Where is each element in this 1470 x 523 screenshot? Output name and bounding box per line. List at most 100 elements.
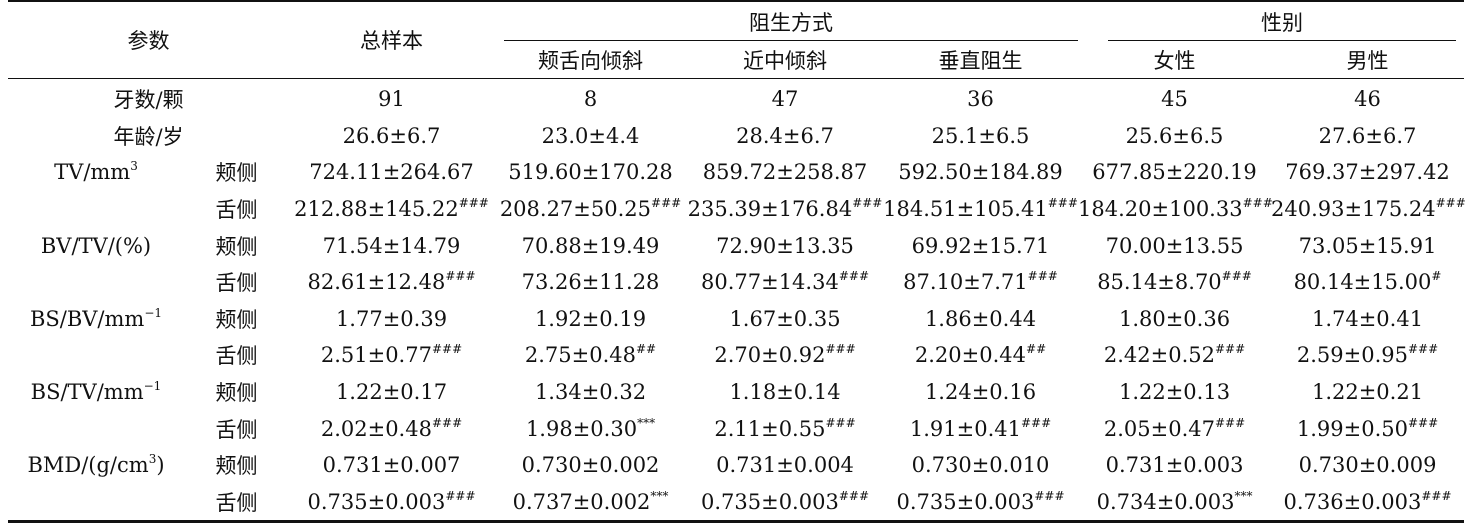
table-cell: 87.10±7.71### (883, 264, 1078, 301)
cell-value: 0.731±0.003 (1105, 453, 1244, 478)
table-cell: 1.22±0.13 (1078, 374, 1271, 411)
table-cell: 2.20±0.44## (883, 337, 1078, 374)
table-row: BV/TV/(%) 颊侧 71.54±14.79 70.88±19.49 72.90±1… (8, 227, 1464, 264)
cell-value: 2.59±0.95 (1296, 343, 1408, 368)
table-cell: 1.99±0.50### (1271, 410, 1464, 447)
table-cell: 0.731±0.007 (289, 447, 494, 484)
cell-value: 27.6±6.7 (1318, 123, 1417, 148)
table-row: BS/TV/mm−1 颊侧 1.22±0.17 1.34±0.32 1.18±0.14 1… (8, 374, 1464, 411)
side-label: 颊侧 (215, 454, 258, 479)
table-cell: 80.77±14.34### (687, 264, 883, 301)
cell-value: 0.731±0.004 (716, 453, 854, 478)
significance-mark: ### (852, 196, 883, 211)
cell-value: 2.75±0.48 (524, 343, 636, 368)
table-cell: 28.4±6.7 (687, 118, 883, 155)
cell-value: 2.51±0.77 (320, 343, 432, 368)
cell-value: 73.05±15.91 (1298, 233, 1437, 258)
table-cell: 70.00±13.55 (1078, 227, 1271, 264)
significance-mark: ### (1034, 488, 1065, 503)
header-subcol: 女性 (1078, 42, 1272, 79)
header-param: 参数 (8, 0, 289, 79)
cell-value: 1.22±0.13 (1118, 380, 1231, 405)
metric-label: BMD/(g/cm (27, 453, 149, 478)
table-cell: 0.735±0.003### (289, 483, 494, 523)
table-cell: 1.80±0.36 (1078, 301, 1271, 338)
metric-name: BMD/(g/cm3) (8, 447, 184, 484)
cell-value: 1.34±0.32 (534, 380, 647, 405)
side-label: 舌侧 (215, 417, 258, 442)
cell-value: 80.14±15.00 (1293, 270, 1432, 295)
significance-mark: ### (431, 415, 463, 430)
table-cell: 70.88±19.49 (494, 227, 687, 264)
cell-value: 71.54±14.79 (322, 233, 461, 258)
header-subcol: 近中倾斜 (687, 42, 883, 79)
metric-unit-exponent: −1 (143, 379, 162, 394)
cell-value: 1.86±0.44 (924, 306, 1037, 331)
table-row: BS/BV/mm−1 颊侧 1.77±0.39 1.92±0.19 1.67±0.35 1… (8, 301, 1464, 338)
header-subcol: 颊舌向倾斜 (494, 42, 687, 79)
table-cell: 1.18±0.14 (687, 374, 883, 411)
cell-value: 82.61±12.48 (307, 270, 446, 295)
table-cell: 184.51±105.41### (883, 191, 1078, 228)
statistics-table: 参数 总样本 阻生方式 性别 颊舌向倾斜 近中倾斜 垂直阻生 女性 男性 牙数/… (8, 0, 1466, 523)
table-cell: 1.92±0.19 (494, 301, 687, 338)
table-cell: 73.26±11.28 (494, 264, 687, 301)
table-row: 舌侧 212.88±145.22### 208.27±50.25### 235.39±… (8, 191, 1466, 228)
table-row: 舌侧 0.735±0.003### 0.737±0.002*** 0.735±0.00… (8, 483, 1465, 523)
metric-label: BS/TV/mm (30, 380, 144, 405)
side-label: 舌侧 (215, 198, 258, 223)
metric-name: TV/mm3 (8, 154, 184, 191)
cell-value: 87.10±7.71 (903, 270, 1028, 295)
table-cell: 2.11±0.55### (687, 410, 883, 447)
cell-value: 208.27±50.25 (499, 197, 652, 222)
table-cell: 82.61±12.48### (289, 264, 494, 301)
table-cell: 0.731±0.004 (687, 447, 883, 484)
table-cell: 0.735±0.003### (687, 483, 883, 523)
table-cell: 0.736±0.003### (1271, 483, 1465, 523)
cell-value: 0.736±0.003 (1283, 489, 1422, 514)
significance-mark: ## (636, 342, 657, 357)
table-cell: 27.6±6.7 (1271, 118, 1464, 155)
cell-value: 1.74±0.41 (1311, 306, 1424, 331)
table-row: 牙数/颗 91 8 47 36 45 46 (8, 79, 1464, 118)
table-cell: 592.50±184.89 (883, 154, 1078, 191)
table-cell: 25.6±6.5 (1078, 118, 1271, 155)
cell-value: 46 (1354, 87, 1381, 112)
significance-mark: *** (637, 415, 656, 430)
cell-value: 519.60±170.28 (508, 160, 673, 185)
table-cell: 0.731±0.003 (1078, 447, 1271, 484)
table-cell: 25.1±6.5 (883, 118, 1078, 155)
row-label: 年龄/岁 (113, 124, 184, 149)
row-label: 牙数/颗 (113, 88, 184, 113)
cell-value: 240.93±175.24 (1271, 197, 1436, 222)
significance-mark: ### (1020, 415, 1052, 430)
cell-value: 1.24±0.16 (924, 380, 1037, 405)
header-total: 总样本 (289, 0, 494, 79)
table-cell: 1.22±0.21 (1271, 374, 1464, 411)
cell-value: 184.51±105.41 (883, 197, 1048, 222)
cell-value: 2.11±0.55 (714, 416, 826, 441)
table-cell: 519.60±170.28 (494, 154, 687, 191)
cell-value: 25.6±6.5 (1125, 123, 1224, 148)
table-cell: 1.86±0.44 (883, 301, 1078, 338)
significance-mark: ### (1242, 196, 1273, 211)
table-cell: 0.737±0.002*** (494, 483, 687, 523)
table-row: BMD/(g/cm3) 颊侧 0.731±0.007 0.730±0.002 0.731… (8, 447, 1464, 484)
cell-value: 1.67±0.35 (729, 306, 841, 331)
significance-mark: *** (1234, 488, 1253, 503)
table-cell: 240.93±175.24### (1271, 191, 1466, 228)
cell-value: 73.26±11.28 (521, 270, 660, 295)
table-row: 舌侧 82.61±12.48### 73.26±11.28 80.77±14.34##… (8, 264, 1464, 301)
side-label: 颊侧 (215, 234, 258, 259)
cell-value: 1.18±0.14 (729, 380, 841, 405)
header-group-sex: 性别 (1078, 0, 1465, 42)
header-subcol: 男性 (1271, 42, 1465, 79)
significance-mark: ### (1221, 269, 1252, 284)
significance-mark: ### (1435, 196, 1466, 211)
table-cell: 1.24±0.16 (883, 374, 1078, 411)
cell-value: 677.85±220.19 (1092, 160, 1257, 185)
metric-name (8, 337, 184, 374)
metric-unit-exponent: 3 (130, 159, 138, 174)
cell-value: 2.05±0.47 (1103, 416, 1215, 441)
